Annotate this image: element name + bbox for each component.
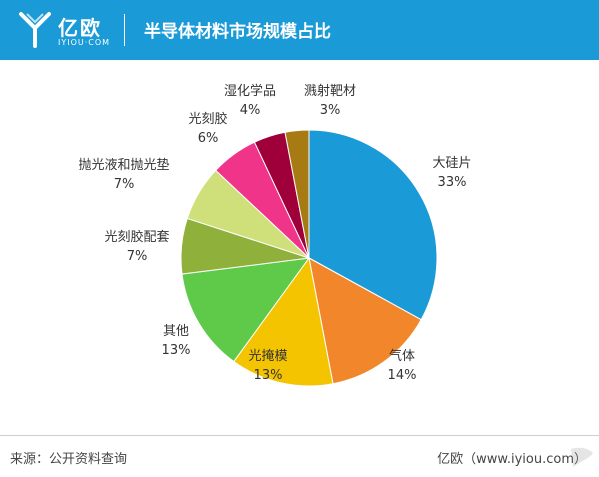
slice-label: 光掩模 bbox=[248, 349, 287, 364]
header-bar: 亿欧 IYIOU·COM 半导体材料市场规模占比 bbox=[0, 0, 599, 60]
page-title: 半导体材料市场规模占比 bbox=[144, 22, 331, 42]
slice-label: 抛光液和抛光垫 bbox=[78, 157, 169, 173]
slice-label: 大硅片 bbox=[432, 156, 471, 171]
pie-slice bbox=[181, 257, 311, 363]
slice-label: 其他 bbox=[163, 324, 189, 339]
slice-label: 溅射靶材 bbox=[304, 83, 356, 99]
pie-slice bbox=[308, 257, 422, 385]
slice-value-label: 7% bbox=[127, 249, 148, 264]
brand-credit: 亿欧（www.iyiou.com） bbox=[437, 452, 587, 467]
pie-chart: 大硅片 33% 气体 14% 光掩模 13% 其他 13% 光刻胶配套 7% 抛光液和抛光垫 7% 光刻… bbox=[78, 83, 472, 387]
pie-slice bbox=[284, 129, 310, 259]
pie-slice bbox=[233, 256, 334, 387]
source-note: 来源：公开资料查询 bbox=[10, 452, 128, 467]
pie-slice bbox=[308, 129, 438, 321]
slice-label: 湿化学品 bbox=[224, 83, 276, 99]
slice-value-label: 33% bbox=[438, 175, 467, 190]
header-divider bbox=[124, 14, 125, 46]
slice-label: 光刻胶配套 bbox=[104, 229, 169, 245]
logo-subtext: IYIOU·COM bbox=[58, 38, 111, 47]
slice-value-label: 14% bbox=[388, 368, 417, 383]
slice-value-label: 4% bbox=[240, 103, 261, 118]
slice-value-label: 6% bbox=[198, 131, 219, 146]
slice-value-label: 7% bbox=[114, 177, 135, 192]
slice-value-label: 13% bbox=[254, 368, 283, 383]
watermark-icon bbox=[571, 447, 593, 467]
pie-chart-area: 大硅片 33% 气体 14% 光掩模 13% 其他 13% 光刻胶配套 7% 抛光液和抛光垫 7% 光刻… bbox=[0, 60, 599, 430]
slice-label: 光刻胶 bbox=[188, 111, 227, 127]
yiou-logo-icon bbox=[19, 12, 51, 48]
logo-text: 亿欧 bbox=[58, 16, 102, 40]
slice-label: 气体 bbox=[389, 348, 415, 364]
slice-value-label: 3% bbox=[320, 103, 341, 118]
footer-divider bbox=[0, 435, 599, 436]
slice-value-label: 13% bbox=[162, 343, 191, 358]
